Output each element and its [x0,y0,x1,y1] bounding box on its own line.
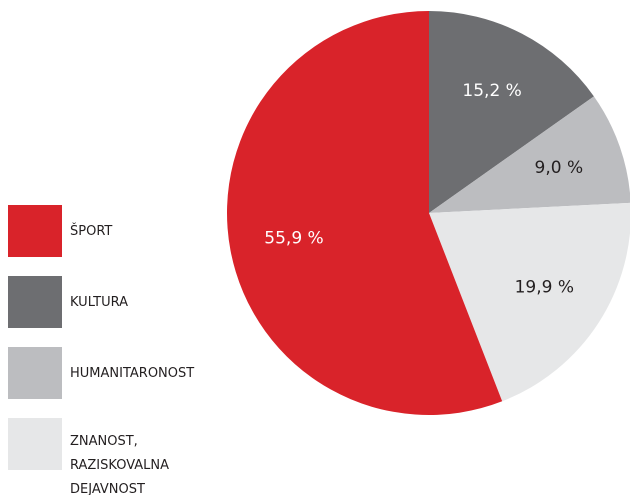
legend-item: ŠPORT [8,205,200,257]
legend-item: HUMANITARONOST [8,347,200,399]
slice-label: 19,9 % [515,278,574,298]
legend-swatch [8,418,62,470]
pie-slice [429,96,630,213]
legend-item: KULTURA [8,276,200,328]
slice-label: 9,0 % [535,158,584,178]
legend-swatch [8,205,62,257]
legend-item: ZNANOST, RAZISKOVALNA DEJAVNOST [8,418,200,495]
legend-label: HUMANITARONOST [70,366,195,381]
legend-label: KULTURA [70,295,128,310]
pie-slice [429,202,630,402]
slice-label: 15,2 % [462,81,521,101]
pie-slice [227,11,503,416]
legend-label: ŠPORT [70,224,113,239]
legend-swatch [8,347,62,399]
legend-swatch [8,276,62,328]
slice-label: 55,9 % [264,228,323,248]
pie-slice [429,11,594,213]
legend-label: ZNANOST, RAZISKOVALNA DEJAVNOST [70,434,170,495]
